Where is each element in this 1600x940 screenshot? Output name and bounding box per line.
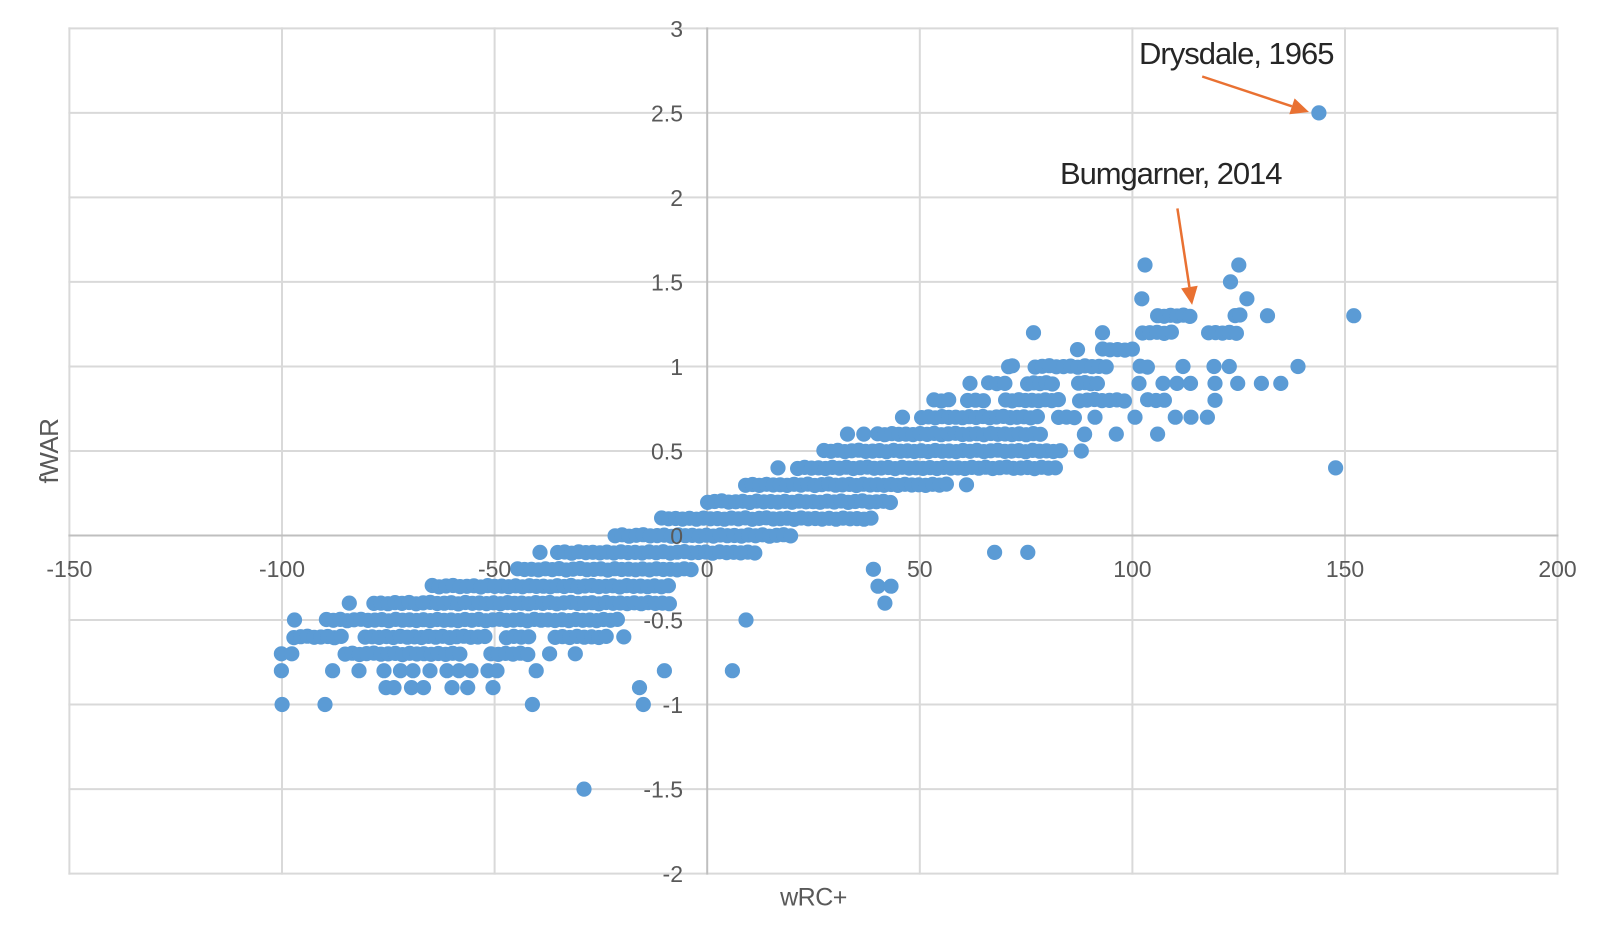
svg-text:3: 3 [670, 16, 683, 42]
svg-text:0.5: 0.5 [651, 438, 683, 464]
svg-text:-1: -1 [663, 692, 683, 718]
svg-text:-2: -2 [663, 861, 683, 887]
svg-text:-150: -150 [46, 556, 92, 582]
svg-text:fWAR: fWAR [34, 419, 64, 484]
svg-text:2: 2 [670, 185, 683, 211]
svg-text:1: 1 [670, 354, 683, 380]
svg-text:wRC+: wRC+ [779, 884, 847, 912]
svg-text:-0.5: -0.5 [643, 607, 683, 633]
svg-text:50: 50 [907, 556, 933, 582]
svg-text:1.5: 1.5 [651, 269, 683, 295]
svg-text:200: 200 [1538, 556, 1576, 582]
svg-text:-50: -50 [478, 556, 511, 582]
svg-text:0: 0 [701, 556, 714, 582]
svg-text:150: 150 [1326, 556, 1364, 582]
svg-text:0: 0 [670, 523, 683, 549]
svg-text:2.5: 2.5 [651, 100, 683, 126]
svg-text:100: 100 [1113, 556, 1151, 582]
svg-text:-100: -100 [259, 556, 305, 582]
svg-text:-1.5: -1.5 [643, 777, 683, 803]
svg-text:Bumgarner, 2014: Bumgarner, 2014 [1060, 156, 1282, 191]
svg-text:Drysdale, 1965: Drysdale, 1965 [1139, 36, 1334, 71]
